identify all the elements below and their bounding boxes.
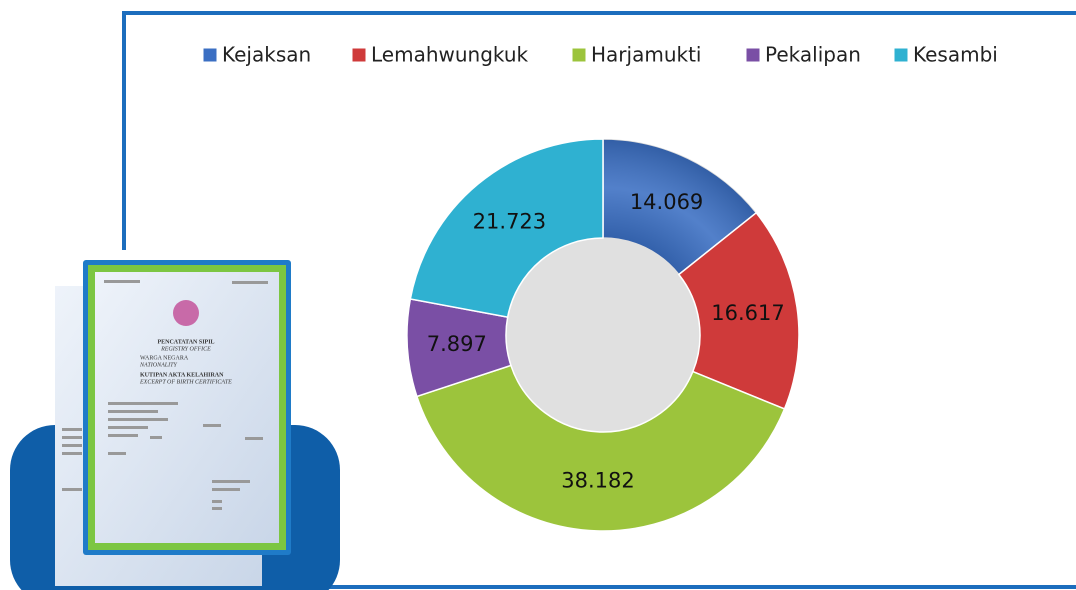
legend-swatch: [352, 48, 366, 62]
legend-label: Kesambi: [913, 43, 998, 67]
data-label: 16.617: [711, 301, 784, 325]
doc-text: REGISTRY OFFICE: [160, 346, 211, 352]
legend-label: Lemahwungkuk: [371, 43, 529, 67]
data-label: 7.897: [427, 332, 487, 356]
document-illustration: PENCATATAN SIPIL REGISTRY OFFICE WARGA N…: [10, 260, 340, 590]
emblem: [173, 300, 199, 326]
data-label: 14.069: [630, 190, 703, 214]
doc-text: PENCATATAN SIPIL: [157, 339, 214, 345]
data-label: 38.182: [561, 468, 634, 492]
doc-text: KUTIPAN AKTA KELAHIRAN: [140, 372, 224, 378]
legend-swatch: [894, 48, 908, 62]
doc-text: EXCERPT OF BIRTH CERTIFICATE: [139, 379, 232, 385]
doc-text: WARGA NEGARA: [140, 355, 189, 361]
page: PENCATATAN SIPIL REGISTRY OFFICE WARGA N…: [0, 0, 1076, 590]
doc-text: NATIONALITY: [139, 362, 177, 368]
legend-swatch: [572, 48, 586, 62]
legend-swatch: [746, 48, 760, 62]
legend-swatch: [203, 48, 217, 62]
legend-label: Kejaksan: [222, 43, 311, 67]
data-label: 21.723: [473, 209, 546, 233]
legend-label: Pekalipan: [765, 43, 861, 67]
donut-slice: [417, 365, 785, 531]
legend-label: Harjamukti: [591, 43, 701, 67]
